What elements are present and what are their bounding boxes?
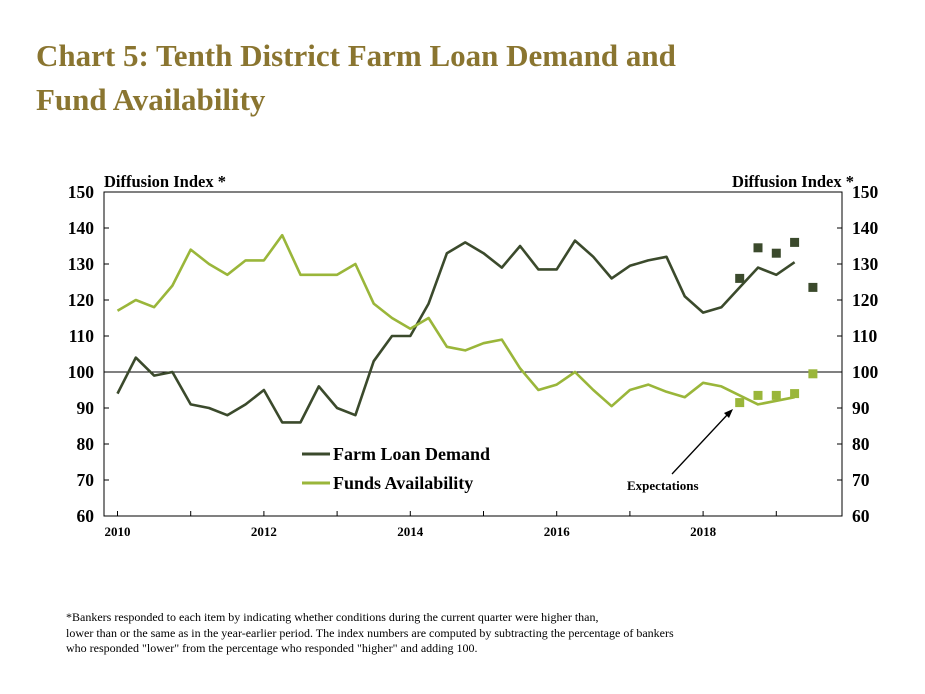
footnote: *Bankers responded to each item by indic… <box>66 610 886 657</box>
series-line-farm-loan-demand <box>116 239 796 424</box>
x-axis-ticks: 2010 2012 2014 2016 2018 <box>105 511 777 539</box>
y-tick-label-right: 100 <box>852 362 879 382</box>
expectations-arrow-head <box>724 409 733 418</box>
chart-title-line1: Chart 5: Tenth District Farm Loan Demand… <box>36 38 676 73</box>
expectation-marker-funds <box>753 390 763 400</box>
left-axis-label: Diffusion Index * <box>104 172 226 191</box>
y-tick-label-right: 60 <box>852 506 870 526</box>
series-lines <box>116 233 796 424</box>
expectation-marker-funds <box>771 390 781 400</box>
y-tick-label-right: 90 <box>852 398 870 418</box>
x-tick-label-2012: 2012 <box>251 524 277 539</box>
legend: Farm Loan Demand Funds Availability <box>302 444 490 493</box>
y-tick-label-right: 70 <box>852 470 870 490</box>
y-tick-label-left: 90 <box>77 398 95 418</box>
expectation-marker-demand <box>790 237 800 247</box>
plot-area-frame <box>103 191 843 517</box>
expectations-arrow-line <box>671 413 729 475</box>
chart-title-line2: Fund Availability <box>36 82 266 117</box>
y-tick-label-left: 60 <box>77 506 95 526</box>
legend-label-funds: Funds Availability <box>333 473 473 493</box>
chart-title: Chart 5: Tenth District Farm Loan Demand… <box>36 34 896 122</box>
legend-label-demand: Farm Loan Demand <box>333 444 490 464</box>
y-axis-ticks: 60 60 70 70 80 80 90 90 100 100 110 110 120 120 130 130… <box>68 182 879 526</box>
y-tick-label-left: 140 <box>68 218 95 238</box>
y-tick-label-left: 70 <box>77 470 95 490</box>
y-tick-label-right: 80 <box>852 434 870 454</box>
expectation-markers <box>735 237 818 408</box>
x-tick-label-2018: 2018 <box>690 524 717 539</box>
y-tick-label-right: 140 <box>852 218 879 238</box>
footnote-line-2: lower than or the same as in the year-ea… <box>66 625 674 640</box>
y-tick-label-right: 120 <box>852 290 879 310</box>
series-line-funds-availability <box>116 233 795 408</box>
y-tick-label-right: 110 <box>852 326 878 346</box>
x-tick-label-2014: 2014 <box>397 524 424 539</box>
expectation-marker-funds <box>735 398 745 408</box>
y-tick-label-left: 100 <box>68 362 95 382</box>
expectation-marker-demand <box>808 282 818 292</box>
line-chart: Diffusion Index * Diffusion Index * 60 60… <box>68 172 879 539</box>
x-tick-label-2010: 2010 <box>105 524 131 539</box>
expectation-marker-funds <box>790 389 800 399</box>
footnote-line-1: *Bankers responded to each item by indic… <box>66 610 599 624</box>
y-tick-label-right: 130 <box>852 254 879 274</box>
expectation-marker-demand <box>771 248 781 258</box>
footnote-line-3: who responded "lower" from the percentag… <box>66 641 478 655</box>
right-axis-label: Diffusion Index * <box>732 172 854 191</box>
x-tick-label-2016: 2016 <box>544 524 571 539</box>
y-tick-label-left: 80 <box>77 434 95 454</box>
y-tick-label-left: 120 <box>68 290 95 310</box>
y-tick-label-left: 130 <box>68 254 95 274</box>
expectation-marker-demand <box>735 273 745 283</box>
expectations-label: Expectations <box>627 478 699 493</box>
y-tick-label-right: 150 <box>852 182 879 202</box>
expectation-marker-funds <box>808 369 818 379</box>
y-tick-label-left: 150 <box>68 182 95 202</box>
expectation-marker-demand <box>753 243 763 253</box>
y-tick-label-left: 110 <box>69 326 95 346</box>
